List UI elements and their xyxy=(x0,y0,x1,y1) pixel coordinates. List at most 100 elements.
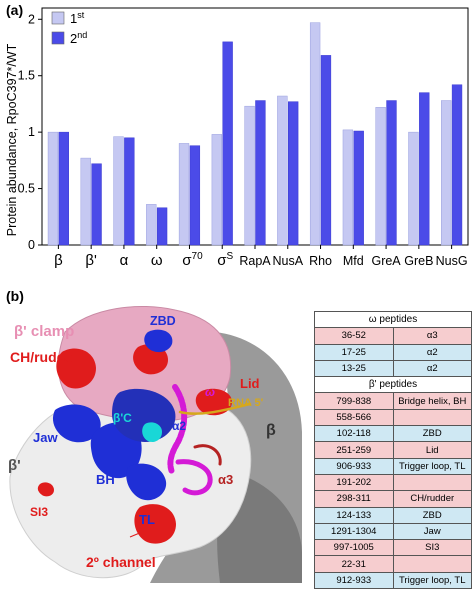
bar-series1 xyxy=(375,107,386,246)
legend-label: 1st xyxy=(70,10,85,26)
bar-series2 xyxy=(91,163,102,246)
peptide-region xyxy=(392,473,472,492)
peptide-row: 558-566 xyxy=(314,408,472,427)
beta-prime-peptides-header-row: β' peptides xyxy=(314,376,472,394)
peptide-range: 124-133 xyxy=(314,506,394,524)
bar-series2 xyxy=(288,101,299,246)
x-tick-label: NusG xyxy=(436,254,468,268)
peptide-range: 17-25 xyxy=(314,343,394,361)
secondary-channel-label: 2º channel xyxy=(86,554,156,570)
legend-swatch xyxy=(51,31,65,45)
peptide-region: Bridge helix, BH xyxy=(392,392,472,410)
bar-series1 xyxy=(342,129,354,246)
y-tick-label: 1.5 xyxy=(18,69,35,83)
bar-series1 xyxy=(441,100,452,246)
peptide-table-container: ω peptides 36-52 α3 17-25 α2 13-25 α2 β' pepti… xyxy=(314,310,472,589)
omega-peptides-header: ω peptides xyxy=(314,310,472,329)
bar-series2 xyxy=(255,100,266,246)
peptide-region: ZBD xyxy=(392,506,472,524)
si3-patch xyxy=(37,482,54,497)
y-tick-label: 0.5 xyxy=(18,182,35,196)
bar-series2 xyxy=(320,55,332,246)
bar-series1 xyxy=(47,131,59,246)
peptide-range: 298-311 xyxy=(314,490,394,508)
chart-x-labels: β β' α ω σ70 σS RapA NusA Rho Mfd GreA GreB NusG xyxy=(54,245,468,269)
bar-series1 xyxy=(146,204,157,246)
peptide-region: Trigger loop, TL xyxy=(392,571,472,589)
bar-series2 xyxy=(189,145,201,246)
bar-series2 xyxy=(353,130,364,246)
x-tick-label: β xyxy=(54,252,63,269)
x-tick-label: GreA xyxy=(371,254,401,268)
peptide-row: 912-933 Trigger loop, TL xyxy=(314,571,472,589)
rna-5-strand xyxy=(178,402,252,415)
bar-chart: 0 0.5 1 1.5 2 β β' α ω σ70 σS RapA NusA Rho Mfd GreA Gr… xyxy=(5,7,469,269)
beta-prime-c-region xyxy=(142,422,162,442)
omega-peptides-header-row: ω peptides xyxy=(314,310,472,329)
secondary-channel-patch xyxy=(134,504,176,544)
peptide-region xyxy=(392,555,472,573)
x-tick-label: σS xyxy=(217,251,233,269)
beta-prime-c-label: β'C xyxy=(113,411,132,425)
peptide-region xyxy=(392,408,472,427)
rnap-structure-image: β' clamp CH/rudder ZBD Lid RNA 5' ω β'C … xyxy=(8,306,302,583)
x-tick-label: Mfd xyxy=(343,254,364,268)
tl-label: TL xyxy=(139,512,155,527)
rna-5-label: RNA 5' xyxy=(228,397,264,409)
bar-series1 xyxy=(277,95,288,246)
peptide-row: 997-1005 SI3 xyxy=(314,539,472,557)
omega-helix xyxy=(167,384,188,475)
bar-series2 xyxy=(156,207,168,246)
y-tick-label: 2 xyxy=(28,12,35,26)
y-tick-label: 0 xyxy=(28,238,35,252)
zbd-blue-region xyxy=(144,329,173,353)
chart-axes xyxy=(41,7,469,246)
beta-prime-peptides-header: β' peptides xyxy=(314,376,472,394)
peptide-region: ZBD xyxy=(392,425,472,443)
bar-series1 xyxy=(408,131,419,246)
bar-series1 xyxy=(244,105,255,246)
ch-rudder-leader xyxy=(59,357,67,361)
ch-rudder-label: CH/rudder xyxy=(10,349,79,365)
peptide-range: 191-202 xyxy=(314,473,394,492)
legend-label: 2nd xyxy=(70,30,87,46)
beta-prime-clamp-label: β' clamp xyxy=(14,323,74,340)
zbd-label: ZBD xyxy=(150,314,176,328)
peptide-range: 36-52 xyxy=(314,327,394,345)
peptide-row: 1291-1304 Jaw xyxy=(314,522,472,541)
lid-patch xyxy=(195,388,232,416)
peptide-row: 906-933 Trigger loop, TL xyxy=(314,457,472,475)
x-tick-label: α xyxy=(120,252,129,269)
peptide-range: 906-933 xyxy=(314,457,394,475)
beta-prime-label: β' xyxy=(8,457,21,474)
peptide-range: 251-259 xyxy=(314,441,394,459)
bar-series1 xyxy=(309,22,321,246)
peptide-region: α2 xyxy=(392,343,472,361)
peptide-row: 22-31 xyxy=(314,555,472,573)
peptide-region: α2 xyxy=(392,359,472,378)
alpha2-label: α2 xyxy=(172,419,186,433)
peptide-range: 558-566 xyxy=(314,408,394,427)
peptide-range: 13-25 xyxy=(314,359,394,378)
x-tick-label: β' xyxy=(85,252,97,269)
plot-frame xyxy=(41,7,469,246)
bar-series2 xyxy=(386,100,397,246)
legend-swatch xyxy=(51,11,65,25)
y-axis-label: Protein abundance, RpoC397*/WT xyxy=(5,43,19,236)
bar-series2 xyxy=(222,41,233,246)
peptide-row: 124-133 ZBD xyxy=(314,506,472,524)
alpha3-label: α3 xyxy=(218,472,233,487)
bar-series1 xyxy=(211,134,222,246)
peptide-range: 912-933 xyxy=(314,571,394,589)
peptide-range: 102-118 xyxy=(314,425,394,443)
peptide-region: Jaw xyxy=(392,522,472,541)
beta-label: β xyxy=(266,422,276,439)
peptide-region: CH/rudder xyxy=(392,490,472,508)
jaw-region xyxy=(52,404,101,443)
chart-ticks: 0 0.5 1 1.5 2 xyxy=(18,12,42,252)
peptide-region: Trigger loop, TL xyxy=(392,457,472,475)
trigger-loop-region xyxy=(126,463,167,501)
peptide-row: 36-52 α3 xyxy=(314,327,472,345)
bar-series2 xyxy=(419,92,430,246)
